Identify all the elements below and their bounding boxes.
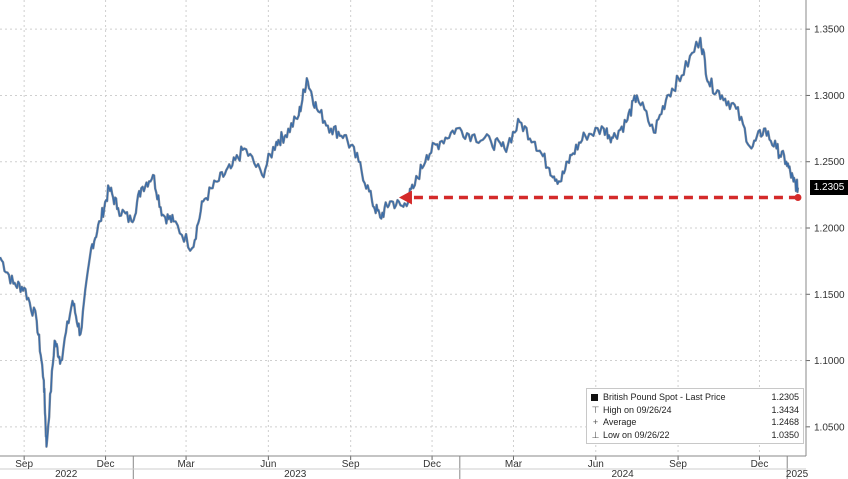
x-axis-years: 2022 2023 2024 2025 [55,469,809,479]
legend-value: 1.2468 [771,417,799,427]
x-tick-label: Jun [588,459,604,470]
legend-row-low: ⊥ Low on 09/26/22 1.0350 [591,429,799,442]
average-marker-icon: + [592,417,599,427]
x-year-label: 2023 [284,469,307,479]
y-tick-label: 1.0500 [814,422,845,433]
x-tick-label: Sep [669,459,687,470]
x-tick-label: Jun [260,459,276,470]
legend-label: British Pound Spot - Last Price [603,392,726,402]
high-marker-icon: ⊤ [591,404,600,415]
legend-label: Low on 09/26/22 [603,429,670,440]
y-axis-ticks: 1.0500 1.1000 1.1500 1.2000 1.2500 1.3000 1.35… [814,25,845,434]
x-tick-label: Mar [177,459,195,470]
legend-value: 1.0350 [771,429,799,440]
legend-label: High on 09/26/24 [603,404,672,415]
x-tick-label: Dec [423,459,441,470]
annotation-arrow [398,190,802,205]
chart-legend: British Pound Spot - Last Price 1.2305 ⊤… [586,388,804,444]
last-price-badge: 1.2305 [810,180,848,196]
legend-row-high: ⊤ High on 09/26/24 1.3434 [591,404,799,417]
y-tick-label: 1.3000 [814,91,845,102]
price-series [0,36,800,448]
x-tick-label: Dec [751,459,769,470]
legend-label: Average [603,417,637,427]
y-tick-label: 1.3500 [814,25,845,36]
price-line [0,37,799,448]
x-tick-label: Mar [505,459,523,470]
y-tick-label: 1.1000 [814,356,845,367]
legend-row-last-price: British Pound Spot - Last Price 1.2305 [591,391,799,404]
legend-value: 1.2305 [771,392,799,402]
x-year-label: 2022 [55,469,78,479]
x-year-label: 2025 [786,469,809,479]
y-tick-label: 1.2500 [814,157,845,168]
legend-row-average: + Average 1.2468 [591,416,799,429]
x-year-label: 2024 [611,469,634,479]
y-tick-label: 1.1500 [814,290,845,301]
x-tick-label: Sep [342,459,360,470]
x-axis-ticks: Sep Dec Mar Jun Sep Dec Mar Jun Sep Dec [15,459,768,470]
arrow-head [398,190,412,205]
axes [0,0,810,479]
x-tick-label: Sep [15,459,33,470]
y-tick-label: 1.2000 [814,224,845,235]
x-tick-label: Dec [97,459,115,470]
black-square-icon [591,393,598,401]
low-marker-icon: ⊥ [591,429,600,440]
arrow-origin-dot [794,194,802,202]
legend-value: 1.3434 [771,404,799,415]
